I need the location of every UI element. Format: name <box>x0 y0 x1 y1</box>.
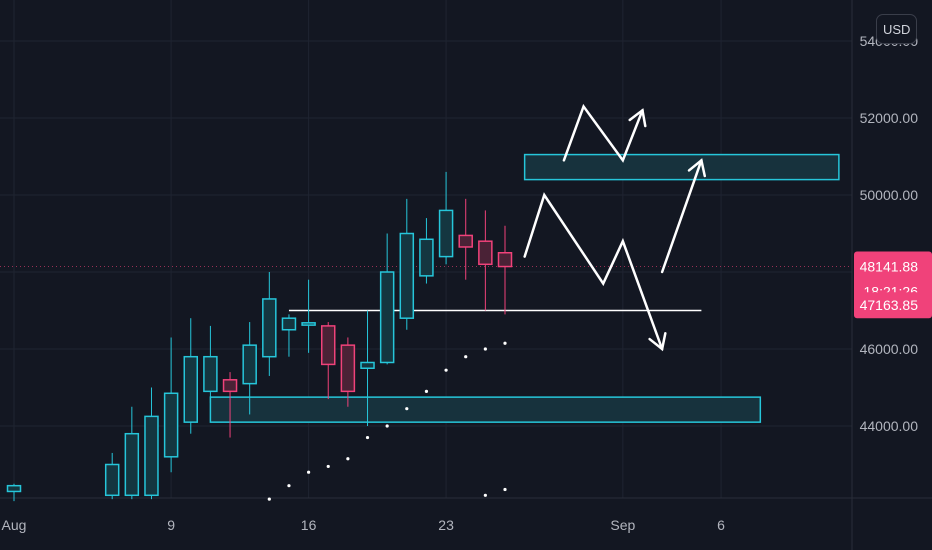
indicator-dot <box>503 487 507 492</box>
zone-rectangle[interactable] <box>209 396 762 423</box>
zone-rectangle[interactable] <box>523 153 840 181</box>
candle-up <box>183 355 199 423</box>
price-tag-label: 47163.85 <box>860 297 919 313</box>
indicator-dot <box>365 435 370 440</box>
indicator-dot <box>503 341 507 345</box>
price-axis-label: 52000.00 <box>860 110 919 126</box>
price-axis-label: 50000.00 <box>860 187 919 203</box>
last-price-tag <box>854 251 932 304</box>
indicator-dot <box>405 407 409 411</box>
candle-up <box>360 361 375 370</box>
candle-up <box>242 344 257 385</box>
candle-down <box>478 240 493 266</box>
candle-up <box>301 322 316 326</box>
indicator-dot <box>444 368 448 372</box>
time-axis-label: 16 <box>301 517 317 533</box>
candle-up <box>163 392 179 458</box>
candle-down <box>458 234 473 248</box>
candle-up <box>144 415 159 497</box>
last-price-label: 48141.88 <box>860 259 919 275</box>
arrow-path[interactable] <box>523 192 664 351</box>
arrow-head <box>628 108 647 128</box>
arrow-head <box>648 332 667 352</box>
time-axis-label: 6 <box>717 517 725 533</box>
candle-up <box>438 209 454 258</box>
time-axis-label: 9 <box>167 517 175 533</box>
candle-down <box>497 252 513 268</box>
candle-up <box>262 298 277 358</box>
indicator-dot <box>464 355 468 359</box>
price-tag <box>854 292 932 319</box>
candle-down <box>320 325 336 366</box>
candle-up <box>6 484 22 493</box>
indicator-dot <box>307 470 311 474</box>
candle-down <box>222 379 238 393</box>
arrow-path[interactable] <box>562 103 644 163</box>
time-axis-label: 23 <box>438 517 454 533</box>
arrow-head <box>687 158 707 178</box>
indicator-dot <box>424 389 429 393</box>
indicator-dot <box>326 464 330 469</box>
candle-up <box>124 432 140 497</box>
time-axis-label: Aug <box>2 517 27 533</box>
candle-up <box>379 271 395 364</box>
indicator-dot <box>346 457 350 461</box>
indicator-dot <box>385 424 389 428</box>
candle-up <box>399 232 415 319</box>
currency-button[interactable]: USD <box>876 14 918 44</box>
indicator-dot <box>267 497 271 501</box>
candle-up <box>104 463 120 497</box>
candle-up <box>419 238 434 277</box>
indicator-dot <box>483 347 487 351</box>
price-axis-label: 46000.00 <box>860 341 919 357</box>
price-axis-label: 44000.00 <box>860 418 919 434</box>
time-axis-label: Sep <box>610 517 635 533</box>
arrow-path[interactable] <box>660 159 703 274</box>
indicator-dot <box>483 493 487 497</box>
candle-up <box>203 355 218 393</box>
candle-up <box>281 317 297 331</box>
candle-down <box>340 344 356 393</box>
indicator-dot <box>287 484 291 488</box>
